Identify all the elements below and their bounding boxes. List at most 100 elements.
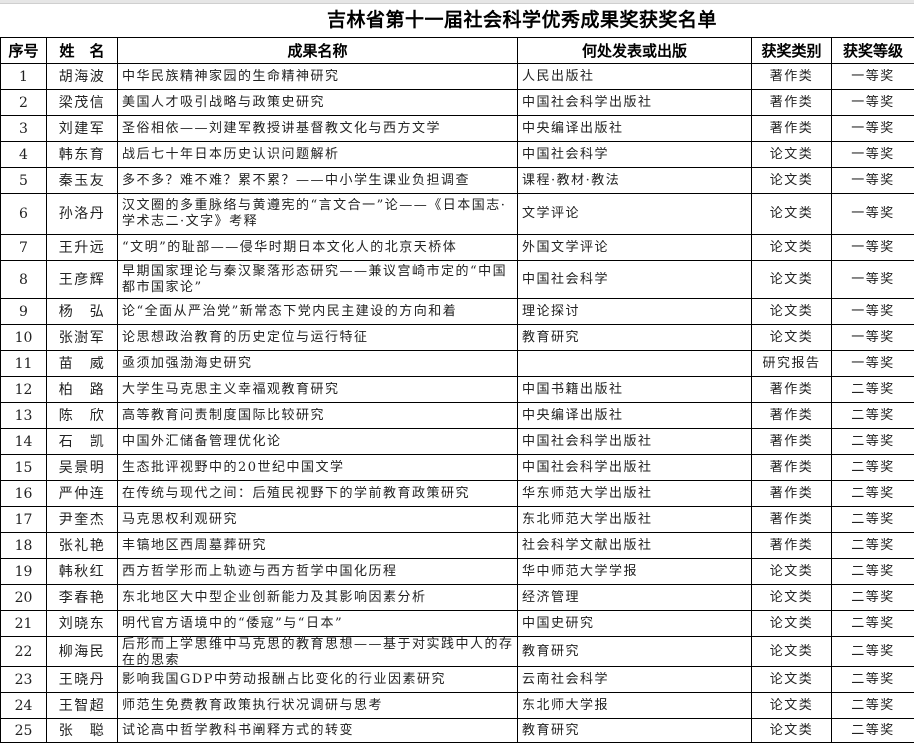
- cell-title-text: 中华民族精神家园的生命精神研究: [122, 69, 517, 85]
- cell-title-text: 马克思权利观研究: [122, 512, 517, 528]
- cell-level: 二等奖: [832, 507, 914, 533]
- cell-no-text: 22: [1, 644, 46, 660]
- cell-no: 1: [1, 64, 47, 90]
- cell-no: 22: [1, 637, 47, 667]
- cell-no: 17: [1, 507, 47, 533]
- cell-no-text: 15: [1, 460, 46, 476]
- cell-category: 著作类: [752, 64, 832, 90]
- cell-category-text: 著作类: [752, 382, 831, 398]
- cell-level-text: 二等奖: [832, 486, 914, 502]
- cell-title: 多不多？难不难？累不累？——中小学生课业负担调查: [118, 168, 518, 194]
- cell-publisher-text: 文学评论: [522, 206, 751, 222]
- cell-name-text: 梁茂信: [47, 95, 117, 111]
- cell-level-text: 一等奖: [832, 147, 914, 163]
- cell-category: 著作类: [752, 403, 832, 429]
- cell-category-text: 论文类: [752, 590, 831, 606]
- cell-name: 秦玉友: [47, 168, 118, 194]
- cell-name: 刘建军: [47, 116, 118, 142]
- cell-name: 柳海民: [47, 637, 118, 667]
- cell-level: 一等奖: [832, 168, 914, 194]
- cell-title: “文明”的耻部——侵华时期日本文化人的北京天桥体: [118, 235, 518, 261]
- cell-title: 中国外汇储备管理优化论: [118, 429, 518, 455]
- cell-publisher: 社会科学文献出版社: [518, 533, 752, 559]
- cell-level-text: 二等奖: [832, 434, 914, 450]
- cell-name-text: 王晓丹: [47, 672, 117, 688]
- cell-name-text: 张 聪: [47, 723, 117, 739]
- cell-title: 生态批评视野中的20世纪中国文学: [118, 455, 518, 481]
- cell-no-text: 6: [1, 206, 46, 222]
- cell-no: 25: [1, 719, 47, 743]
- cell-level-text: 一等奖: [832, 240, 914, 256]
- cell-no: 15: [1, 455, 47, 481]
- cell-level-text: 一等奖: [832, 356, 914, 372]
- cell-title: 试论高中哲学教科书阐释方式的转变: [118, 719, 518, 743]
- cell-publisher-text: 中国社会科学出版社: [522, 460, 751, 476]
- cell-title: 论“全面从严治党”新常态下党内民主建设的方向和着: [118, 299, 518, 325]
- cell-category: 著作类: [752, 507, 832, 533]
- cell-category: 论文类: [752, 719, 832, 743]
- cell-publisher: 人民出版社: [518, 64, 752, 90]
- cell-level: 二等奖: [832, 559, 914, 585]
- cell-category: 著作类: [752, 429, 832, 455]
- cell-level-text: 二等奖: [832, 512, 914, 528]
- cell-no: 9: [1, 299, 47, 325]
- cell-level: 二等奖: [832, 667, 914, 693]
- cell-level-text: 二等奖: [832, 382, 914, 398]
- cell-publisher: 中国社会科学: [518, 142, 752, 168]
- cell-no: 18: [1, 533, 47, 559]
- cell-category-text: 论文类: [752, 723, 831, 739]
- cell-no-text: 18: [1, 538, 46, 554]
- cell-name-text: 石 凯: [47, 434, 117, 450]
- cell-level-text: 一等奖: [832, 69, 914, 85]
- cell-level: 一等奖: [832, 351, 914, 377]
- cell-publisher: 华中师范大学学报: [518, 559, 752, 585]
- cell-name: 严仲连: [47, 481, 118, 507]
- cell-publisher: 课程·教材·教法: [518, 168, 752, 194]
- cell-name: 梁茂信: [47, 90, 118, 116]
- cell-publisher-text: 中国史研究: [522, 616, 751, 632]
- cell-title: 西方哲学形而上轨迹与西方哲学中国化历程: [118, 559, 518, 585]
- cell-no-text: 5: [1, 173, 46, 189]
- header-name: 姓 名: [47, 38, 118, 64]
- cell-name-text: 孙洛丹: [47, 206, 117, 222]
- cell-level-text: 一等奖: [832, 272, 914, 288]
- cell-publisher-text: 教育研究: [522, 330, 751, 346]
- cell-no: 21: [1, 611, 47, 637]
- cell-no-text: 23: [1, 672, 46, 688]
- cell-category: 著作类: [752, 90, 832, 116]
- cell-category: 论文类: [752, 611, 832, 637]
- cell-category-text: 著作类: [752, 69, 831, 85]
- cell-name: 张 聪: [47, 719, 118, 743]
- cell-no-text: 25: [1, 723, 46, 739]
- cell-category: 著作类: [752, 377, 832, 403]
- cell-name: 韩秋红: [47, 559, 118, 585]
- cell-title-text: “文明”的耻部——侵华时期日本文化人的北京天桥体: [122, 240, 517, 256]
- cell-no-text: 20: [1, 590, 46, 606]
- cell-level-text: 一等奖: [832, 95, 914, 111]
- cell-title: 东北地区大中型企业创新能力及其影响因素分析: [118, 585, 518, 611]
- cell-name: 韩东育: [47, 142, 118, 168]
- cell-name: 王智超: [47, 693, 118, 719]
- cell-level: 二等奖: [832, 693, 914, 719]
- cell-category: 论文类: [752, 261, 832, 299]
- cell-title: 在传统与现代之间：后殖民视野下的学前教育政策研究: [118, 481, 518, 507]
- cell-title-text: 汉文圈的多重脉络与黄遵宪的“言文合一”论——《日本国志·学术志二·文字》考释: [122, 198, 517, 230]
- cell-level-text: 二等奖: [832, 723, 914, 739]
- cell-publisher: 中国书籍出版社: [518, 377, 752, 403]
- cell-no-text: 21: [1, 616, 46, 632]
- cell-title-text: 论思想政治教育的历史定位与运行特征: [122, 330, 517, 346]
- cell-publisher-text: 中国社会科学: [522, 147, 751, 163]
- cell-category-text: 论文类: [752, 147, 831, 163]
- cell-no-text: 1: [1, 69, 46, 85]
- cell-no: 6: [1, 194, 47, 235]
- cell-category: 著作类: [752, 455, 832, 481]
- cell-title: 论思想政治教育的历史定位与运行特征: [118, 325, 518, 351]
- table-header-row: 序号 姓 名 成果名称 何处发表或出版 获奖类别 获奖等级: [1, 38, 914, 64]
- cell-level: 二等奖: [832, 481, 914, 507]
- cell-no: 12: [1, 377, 47, 403]
- cell-no-text: 24: [1, 698, 46, 714]
